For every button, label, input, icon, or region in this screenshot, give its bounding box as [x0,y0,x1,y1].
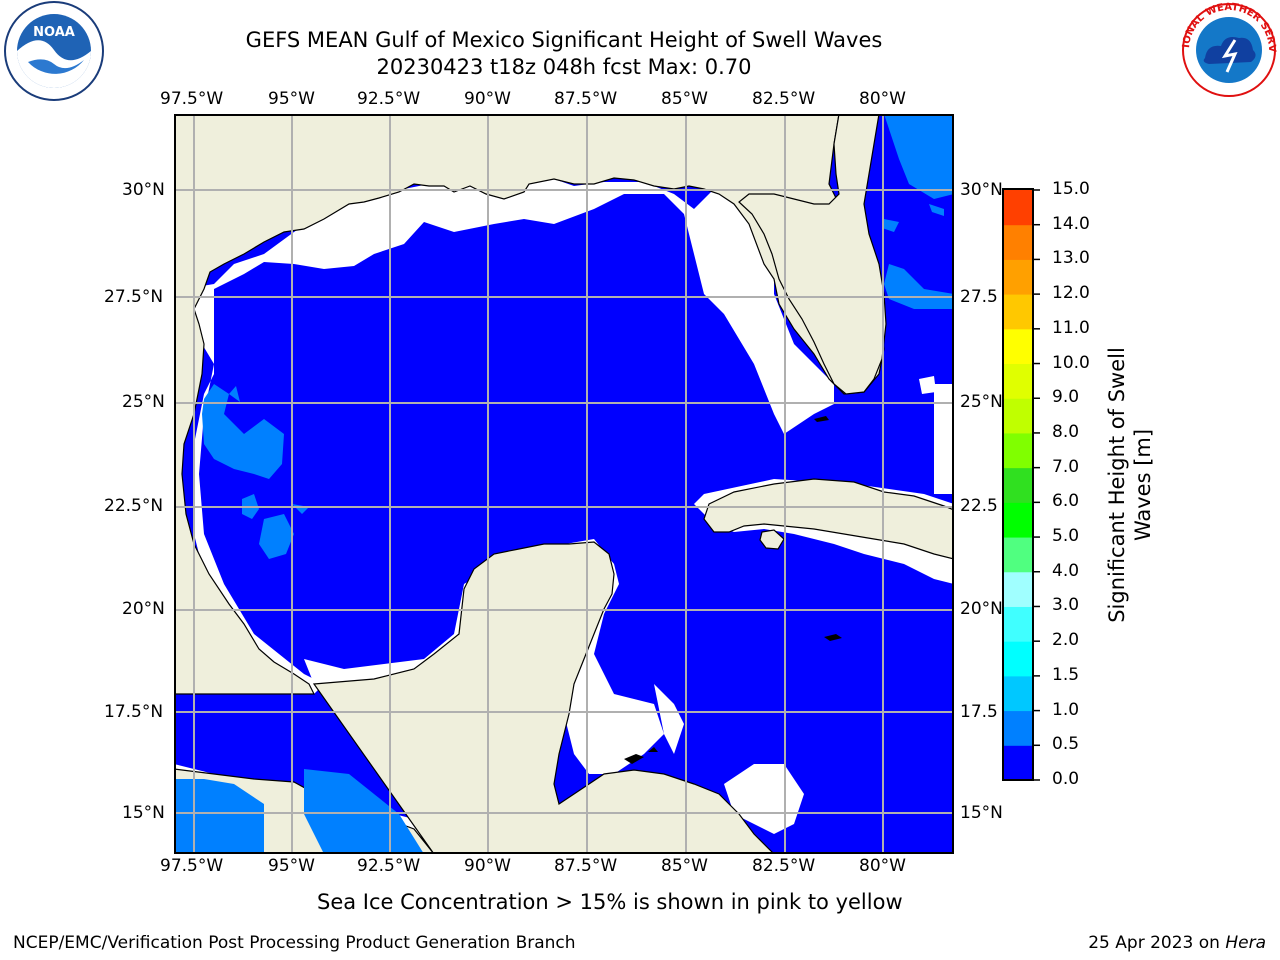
lat-label-right: 22.5 [960,496,998,516]
lat-label-left: 27.5°N [104,287,164,307]
noaa-logo: NOAA [0,0,110,114]
footer-date-text: 25 Apr 2023 on [1088,933,1226,953]
lat-label-right: 17.5 [960,702,998,722]
colorbar-tick-label: 7.0 [1052,456,1080,477]
colorbar-swatch [1004,328,1032,365]
colorbar-tick-label: 4.0 [1052,560,1080,581]
colorbar-tick-label: 5.0 [1052,526,1080,547]
lon-label-bottom: 92.5°W [357,856,421,876]
map-frame [174,114,954,854]
colorbar-swatch [1004,745,1032,781]
lon-label-bottom: 87.5°W [554,856,618,876]
colorbar-swatch [1004,190,1032,226]
colorbar-tick-label: 1.0 [1052,699,1080,720]
gulf-map [174,114,954,854]
lat-label-right: 27.5 [960,287,998,307]
lat-label-right: 25°N [960,392,1003,412]
colorbar-tick-label: 0.5 [1052,734,1080,755]
lat-label-right: 30°N [960,180,1003,200]
colorbar-swatch [1004,537,1032,573]
colorbar-tick-label: 1.5 [1052,664,1080,685]
lon-label-top: 80°W [859,89,906,109]
lon-label-top: 85°W [661,89,708,109]
footer-credit: NCEP/EMC/Verification Post Processing Pr… [13,933,576,953]
colorbar-tick-label: 12.0 [1052,283,1090,304]
colorbar-swatch [1004,675,1032,712]
colorbar-tick-label: 10.0 [1052,352,1090,373]
chart-title: GEFS MEAN Gulf of Mexico Significant Hei… [245,28,883,52]
colorbar-swatch [1004,467,1032,503]
lat-label-left: 17.5°N [104,702,164,722]
lon-label-top: 87.5°W [554,89,618,109]
colorbar-tick-label: 3.0 [1052,595,1080,616]
lat-label-left: 20°N [122,599,165,619]
lon-label-bottom: 85°W [661,856,708,876]
lat-label-left: 25°N [122,392,165,412]
colorbar-tick-label: 15.0 [1052,179,1090,199]
lon-label-bottom: 95°W [268,856,315,876]
lat-label-left: 22.5°N [104,496,164,516]
lat-label-left: 30°N [122,180,165,200]
colorbar-swatch [1004,259,1032,295]
colorbar [1002,188,1040,781]
colorbar-swatch [1004,606,1032,642]
colorbar-tick-label: 2.0 [1052,630,1080,651]
footer-date: 25 Apr 2023 on Hera [1088,933,1266,953]
chart-subtitle: 20230423 t18z 048h fcst Max: 0.70 [376,55,752,79]
lon-label-top: 97.5°W [160,89,224,109]
colorbar-swatch [1004,224,1032,260]
noaa-logo-text: NOAA [33,25,75,40]
colorbar-tick-label: 13.0 [1052,248,1090,269]
colorbar-tick-label: 14.0 [1052,213,1090,234]
colorbar-label-line1: Significant Height of Swell [1105,347,1129,623]
lon-label-top: 92.5°W [357,89,421,109]
colorbar-swatch [1004,502,1032,538]
grid-lines [174,114,954,854]
small-islands [624,416,842,764]
lon-label-bottom: 80°W [859,856,906,876]
colorbar-swatch [1004,571,1032,607]
lon-label-bottom: 90°W [464,856,511,876]
colorbar-tick-label: 9.0 [1052,387,1080,408]
colorbar-swatch [1004,294,1032,330]
colorbar-tick-label: 6.0 [1052,491,1080,512]
colorbar-swatch [1004,398,1032,434]
lon-label-bottom: 82.5°W [752,856,816,876]
lat-label-right: 15°N [960,803,1003,823]
sea-ice-note: Sea Ice Concentration > 15% is shown in … [317,890,903,914]
lon-label-top: 95°W [268,89,315,109]
footer-machine: Hera [1225,933,1266,953]
land-areas [174,114,954,854]
lat-label-right: 20°N [960,599,1003,619]
colorbar-tick-label: 8.0 [1052,421,1080,442]
lon-label-top: 82.5°W [752,89,816,109]
lon-label-top: 90°W [464,89,511,109]
colorbar-swatch [1004,432,1032,469]
colorbar-swatch [1004,363,1032,399]
colorbar-tick-label: 0.0 [1052,769,1080,789]
colorbar-swatch [1004,710,1032,746]
lon-label-bottom: 97.5°W [160,856,224,876]
lat-label-left: 15°N [122,803,165,823]
nws-logo: NATIONAL WEATHER SERVICE [1173,0,1280,108]
colorbar-tick-label: 11.0 [1052,317,1090,338]
colorbar-swatch [1004,641,1032,677]
colorbar-label-line2: Waves [m] [1131,428,1155,542]
